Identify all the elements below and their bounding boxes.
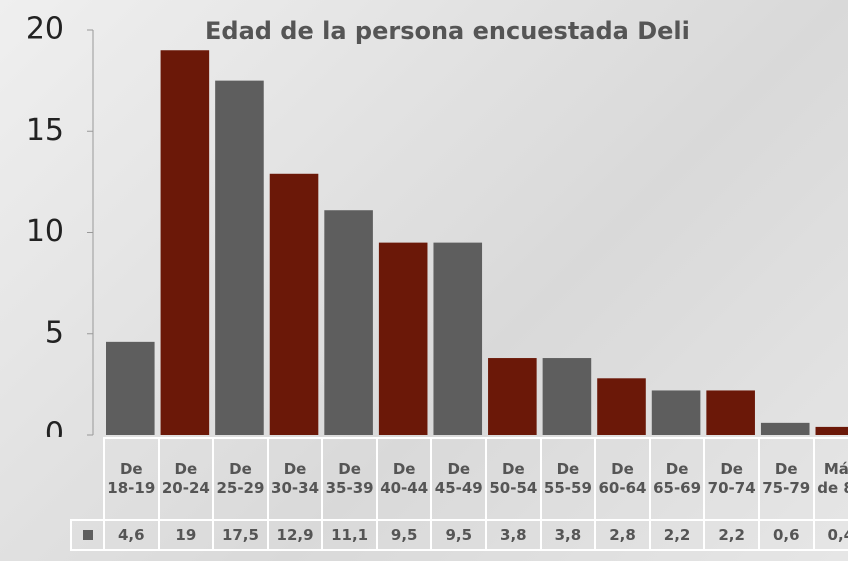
empty-cell <box>71 438 104 520</box>
bar <box>215 81 264 435</box>
bar <box>379 243 428 435</box>
category-label: De 20-24 <box>159 438 214 520</box>
value-label: 0,6 <box>759 520 814 550</box>
value-label: 9,5 <box>377 520 432 550</box>
value-label: 11,1 <box>322 520 377 550</box>
category-label: De 35-39 <box>322 438 377 520</box>
chart: Edad de la persona encuestada Deli 0 5 10 1… <box>0 0 848 437</box>
category-label: De 60-64 <box>595 438 650 520</box>
category-label: De 50-54 <box>486 438 541 520</box>
y-tick-label: 0 <box>45 417 64 438</box>
value-label: 17,5 <box>213 520 268 550</box>
y-tick-label: 10 <box>26 214 64 249</box>
bar <box>324 210 373 435</box>
bar <box>597 378 646 435</box>
bar <box>543 358 592 435</box>
value-label: 3,8 <box>486 520 541 550</box>
category-label: De 55-59 <box>541 438 596 520</box>
bar <box>706 390 755 435</box>
y-tick-label: 15 <box>26 113 64 148</box>
value-label: 19 <box>159 520 214 550</box>
category-label: De 65-69 <box>650 438 705 520</box>
category-label: De 70-74 <box>704 438 759 520</box>
category-label: De 40-44 <box>377 438 432 520</box>
value-label: 2,8 <box>595 520 650 550</box>
category-label: De 18-19 <box>104 438 159 520</box>
value-label: 12,9 <box>268 520 323 550</box>
bar <box>488 358 537 435</box>
legend-cell <box>71 520 104 550</box>
bar <box>433 243 482 435</box>
value-label: 4,6 <box>104 520 159 550</box>
bar <box>761 423 810 435</box>
value-label: 2,2 <box>704 520 759 550</box>
category-label: De 45-49 <box>431 438 486 520</box>
y-tick-label: 20 <box>26 12 64 47</box>
bar <box>106 342 155 435</box>
value-label: 9,5 <box>431 520 486 550</box>
bar <box>270 174 319 435</box>
value-label: 3,8 <box>541 520 596 550</box>
chart-title: Edad de la persona encuestada Deli <box>205 17 690 45</box>
bar <box>161 50 210 435</box>
category-label: De 75-79 <box>759 438 814 520</box>
bar <box>816 427 848 435</box>
bar <box>652 390 701 435</box>
page: Edad de la persona encuestada Deli 0 5 10 1… <box>0 0 848 561</box>
category-label: Más de 80 <box>814 438 848 520</box>
legend-marker <box>83 530 93 540</box>
category-label: De 25-29 <box>213 438 268 520</box>
value-label: 0,4 <box>814 520 848 550</box>
category-label: De 30-34 <box>268 438 323 520</box>
y-tick-label: 5 <box>45 315 64 350</box>
value-label: 2,2 <box>650 520 705 550</box>
